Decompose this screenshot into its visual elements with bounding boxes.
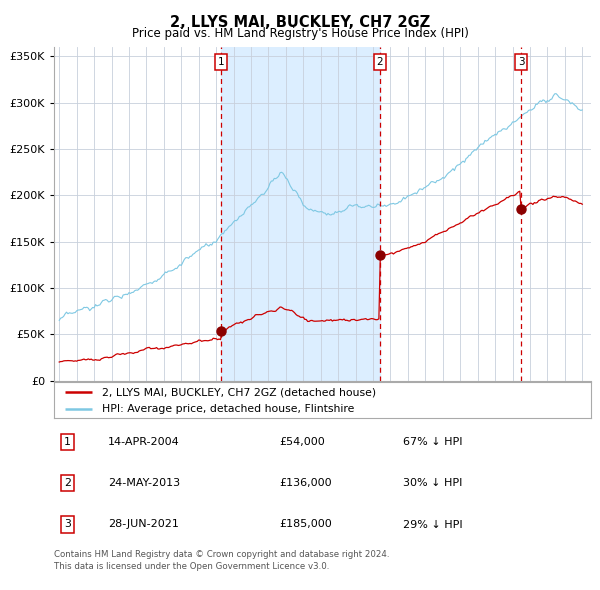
Text: 67% ↓ HPI: 67% ↓ HPI [403, 437, 463, 447]
Bar [221, 47, 380, 381]
Text: 2, LLYS MAI, BUCKLEY, CH7 2GZ: 2, LLYS MAI, BUCKLEY, CH7 2GZ [170, 15, 430, 30]
Text: 2, LLYS MAI, BUCKLEY, CH7 2GZ (detached house): 2, LLYS MAI, BUCKLEY, CH7 2GZ (detached … [103, 387, 376, 397]
Text: Contains HM Land Registry data © Crown copyright and database right 2024.: Contains HM Land Registry data © Crown c… [54, 550, 389, 559]
Text: 24-MAY-2013: 24-MAY-2013 [108, 478, 180, 488]
Text: HPI: Average price, detached house, Flintshire: HPI: Average price, detached house, Flin… [103, 404, 355, 414]
Text: 14-APR-2004: 14-APR-2004 [108, 437, 179, 447]
Text: 2: 2 [64, 478, 71, 488]
Text: 29% ↓ HPI: 29% ↓ HPI [403, 519, 463, 529]
Text: 1: 1 [218, 57, 224, 67]
Text: 2: 2 [377, 57, 383, 67]
Text: £185,000: £185,000 [280, 519, 332, 529]
Text: 28-JUN-2021: 28-JUN-2021 [108, 519, 179, 529]
Text: Price paid vs. HM Land Registry's House Price Index (HPI): Price paid vs. HM Land Registry's House … [131, 27, 469, 40]
Text: This data is licensed under the Open Government Licence v3.0.: This data is licensed under the Open Gov… [54, 562, 329, 571]
Text: £54,000: £54,000 [280, 437, 325, 447]
Text: 30% ↓ HPI: 30% ↓ HPI [403, 478, 463, 488]
Text: £136,000: £136,000 [280, 478, 332, 488]
Text: 1: 1 [64, 437, 71, 447]
Text: 3: 3 [518, 57, 524, 67]
Text: 3: 3 [64, 519, 71, 529]
